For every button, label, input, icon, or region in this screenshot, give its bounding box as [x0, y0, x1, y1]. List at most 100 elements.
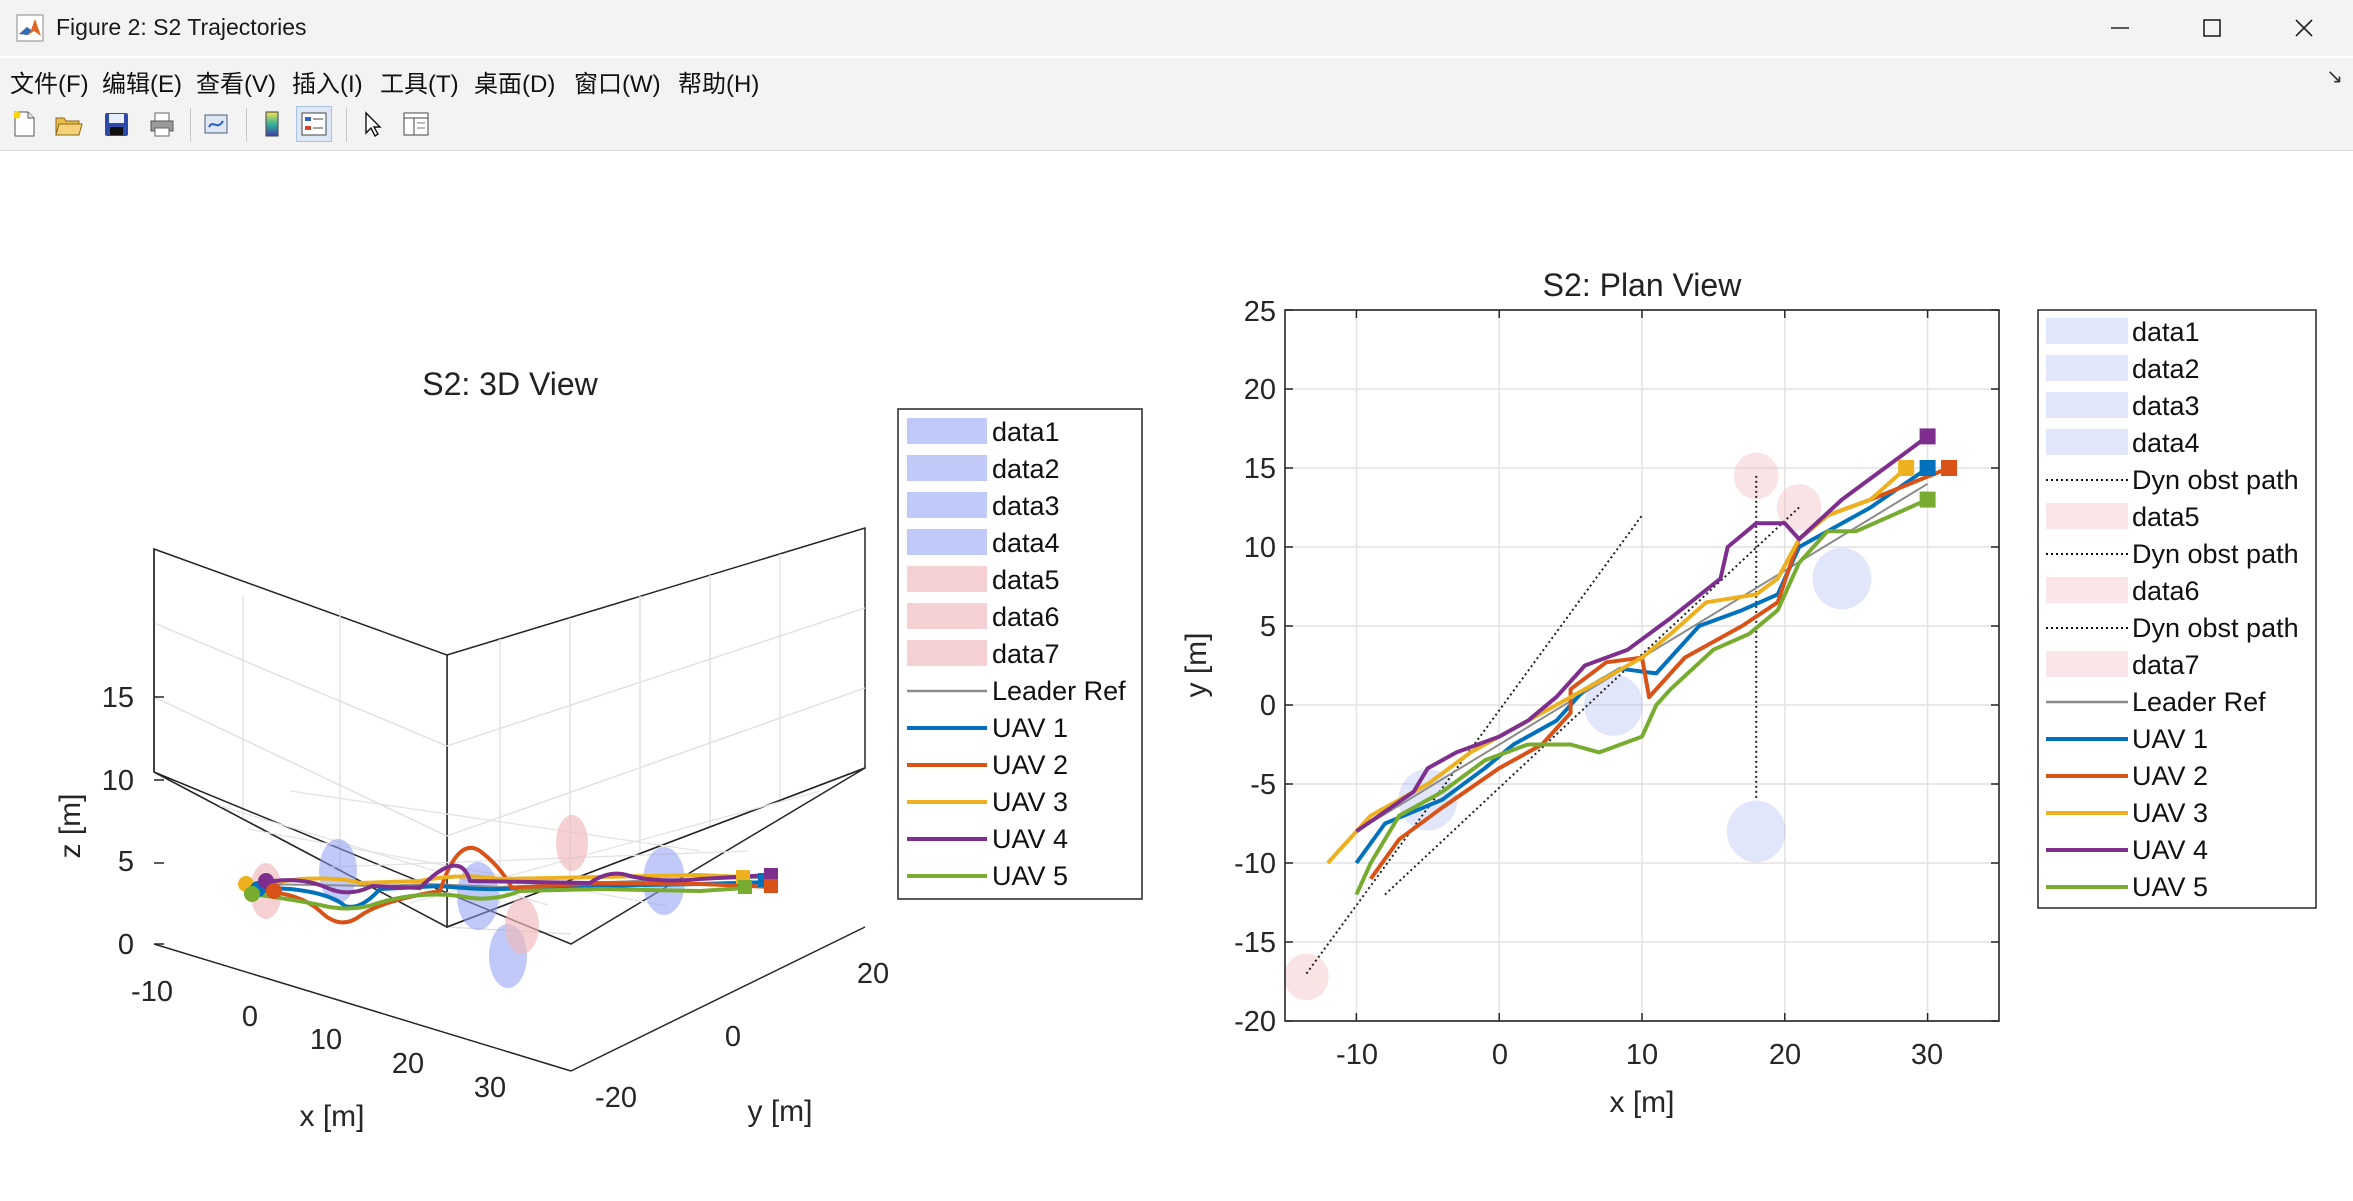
legend-label: data5 [992, 565, 1060, 595]
menu-help[interactable]: 帮助(H) [678, 71, 760, 98]
trajectories-3d [245, 845, 773, 925]
uav5-path [1354, 497, 1929, 896]
menu-tools[interactable]: 工具(T) [380, 71, 459, 98]
legend-label: UAV 3 [992, 787, 1068, 817]
toolbar [0, 100, 2353, 151]
legend-3d[interactable]: data1 data2 data3 data4 data5 data6 data… [897, 408, 1143, 900]
legend-swatch [2046, 429, 2128, 455]
maximize-button[interactable] [2166, 0, 2258, 56]
legend-swatch [907, 566, 987, 592]
x-tick-labels: -10 0 10 20 30 [1336, 1039, 1943, 1071]
legend-swatch [2046, 355, 2128, 381]
y-tick: -20 [1234, 1006, 1276, 1038]
x-tick: 30 [474, 1072, 506, 1104]
legend-plan[interactable]: data1 data2 data3 data4 Dyn obst path da… [2037, 309, 2317, 909]
start-marker [244, 886, 260, 902]
link-plot-button[interactable] [198, 106, 234, 142]
x-tick: 10 [310, 1024, 342, 1056]
legend-label: Leader Ref [2132, 687, 2266, 717]
title-bar: Figure 2: S2 Trajectories [0, 0, 2353, 56]
x-tick: 30 [1911, 1039, 1943, 1071]
open-file-button[interactable] [50, 106, 86, 142]
legend-label: data7 [2132, 650, 2200, 680]
menu-desktop[interactable]: 桌面(D) [474, 71, 556, 98]
x-tick: -10 [131, 976, 173, 1008]
z-tick-labels: 15 10 5 0 [102, 682, 134, 961]
legend-swatch [2046, 503, 2128, 529]
insert-colorbar-button[interactable] [254, 106, 290, 142]
legend-label: data6 [2132, 576, 2200, 606]
menu-file[interactable]: 文件(F) [10, 71, 89, 98]
new-figure-button[interactable] [6, 106, 42, 142]
select-pointer-button[interactable] [354, 106, 390, 142]
menu-window[interactable]: 窗口(W) [574, 71, 661, 98]
chart-title: S2: Plan View [1543, 267, 1743, 303]
menu-insert[interactable]: 插入(I) [292, 71, 363, 98]
markers-plan [1898, 428, 1958, 508]
z-tick: 10 [102, 765, 134, 797]
x-axis-label: x [m] [1610, 1086, 1675, 1119]
legend-label: UAV 4 [2132, 835, 2208, 865]
end-marker [1919, 428, 1936, 445]
minimize-button[interactable] [2074, 0, 2166, 56]
legend-label: data4 [2132, 428, 2200, 458]
y-tick: -15 [1234, 927, 1276, 959]
x-tick: 20 [392, 1048, 424, 1080]
y-axis-label: y [m] [1180, 633, 1213, 698]
obstacle-data4 [1726, 800, 1786, 863]
window-title: Figure 2: S2 Trajectories [56, 14, 307, 40]
legend-label: UAV 4 [992, 824, 1068, 854]
print-button[interactable] [144, 106, 180, 142]
print-icon [150, 112, 174, 137]
end-marker [1919, 491, 1936, 508]
property-inspector-button[interactable] [398, 106, 434, 142]
legend-swatch [2046, 392, 2128, 418]
y-axis-line [570, 926, 866, 1072]
obstacle-data7 [556, 815, 588, 871]
end-marker [1941, 460, 1958, 476]
legend-label: UAV 2 [992, 750, 1068, 780]
select-pointer-icon [365, 111, 382, 138]
insert-legend-button[interactable] [296, 106, 332, 142]
legend-label: data2 [2132, 354, 2200, 384]
axes-3d: S2: 3D View [54, 366, 889, 1133]
y-tick: 10 [1244, 532, 1276, 564]
open-file-icon [55, 117, 83, 136]
y-tick: -5 [1250, 769, 1276, 801]
new-figure-icon [13, 111, 35, 137]
y-tick-labels: -20 -15 -10 -5 0 5 10 15 20 25 [1234, 296, 1276, 1038]
y-tick: 5 [1260, 611, 1276, 643]
save-icon [105, 113, 128, 136]
uav1-path [1354, 466, 1929, 865]
close-icon [2295, 19, 2313, 37]
legend-label: data3 [2132, 391, 2200, 421]
z-axis-label: z [m] [54, 794, 87, 859]
legend-label: UAV 1 [2132, 724, 2208, 754]
axes-plan: S2: Plan View -10 0 10 20 30 -20 -15 -10… [1180, 267, 2000, 1119]
y-tick: 0 [725, 1021, 741, 1053]
y-tick: 0 [1260, 690, 1276, 722]
x-tick: 0 [1492, 1039, 1508, 1071]
uav4-3d [261, 863, 771, 895]
save-button[interactable] [98, 106, 134, 142]
legend-label: data6 [992, 602, 1060, 632]
close-button[interactable] [2258, 0, 2350, 56]
legend-label: data5 [2132, 502, 2200, 532]
y-tick: -20 [595, 1082, 637, 1114]
menu-view[interactable]: 查看(V) [196, 71, 276, 98]
legend-swatch [2046, 651, 2128, 677]
trajectories-plan [1326, 434, 1950, 896]
obstacle-data6 [505, 898, 539, 954]
x-tick-labels: -10 0 10 20 30 [131, 976, 506, 1104]
legend-swatch [907, 455, 987, 481]
z-tick: 15 [102, 682, 134, 714]
z-tick: 5 [118, 846, 134, 878]
dock-arrow-icon[interactable]: ↘ [2326, 66, 2343, 88]
legend-icon [301, 112, 327, 136]
x-tick: -10 [1336, 1039, 1378, 1071]
obstacle-data2 [1584, 674, 1643, 736]
uav3-3d [245, 873, 743, 888]
figure-canvas: S2: 3D View [0, 151, 2353, 1196]
menu-edit[interactable]: 编辑(E) [102, 71, 182, 98]
start-marker [266, 883, 282, 899]
